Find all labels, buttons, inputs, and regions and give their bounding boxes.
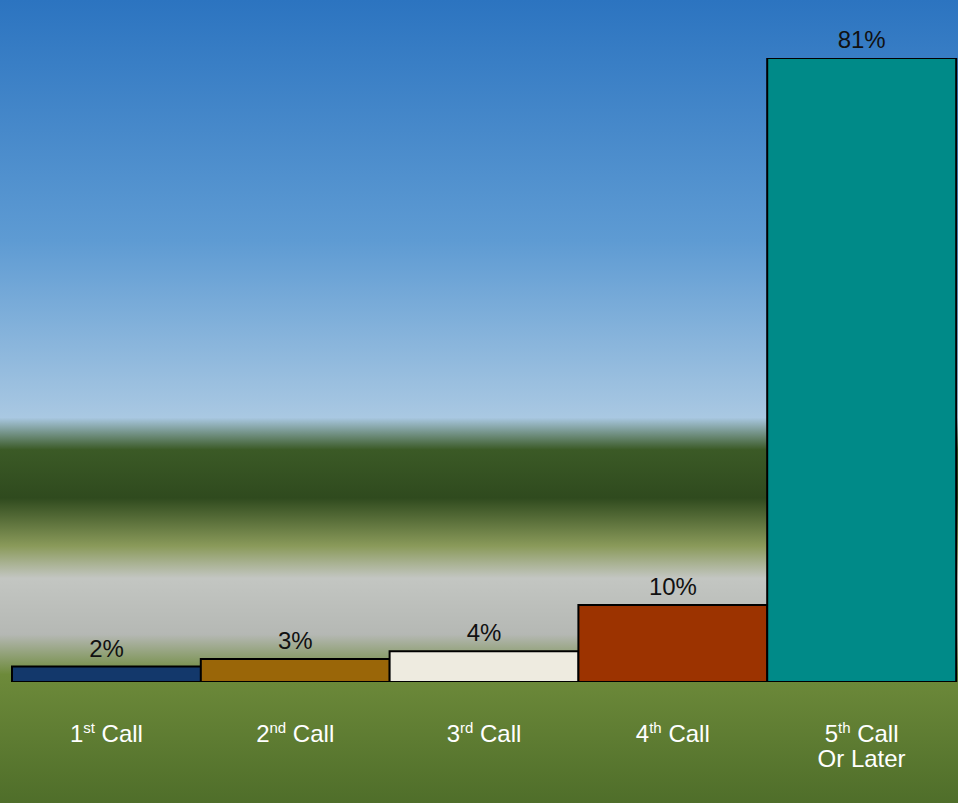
svg-text:5th CallOr Later: 5th CallOr Later (818, 719, 906, 772)
svg-text:81%: 81% (838, 26, 886, 53)
svg-text:10%: 10% (649, 573, 697, 600)
svg-text:3%: 3% (278, 627, 313, 654)
svg-text:4%: 4% (467, 619, 502, 646)
svg-text:2%: 2% (89, 635, 124, 662)
svg-text:2nd Call: 2nd Call (256, 719, 334, 747)
svg-text:4th Call: 4th Call (636, 719, 710, 747)
svg-text:1st Call: 1st Call (70, 719, 143, 747)
svg-text:3rd Call: 3rd Call (447, 719, 522, 747)
